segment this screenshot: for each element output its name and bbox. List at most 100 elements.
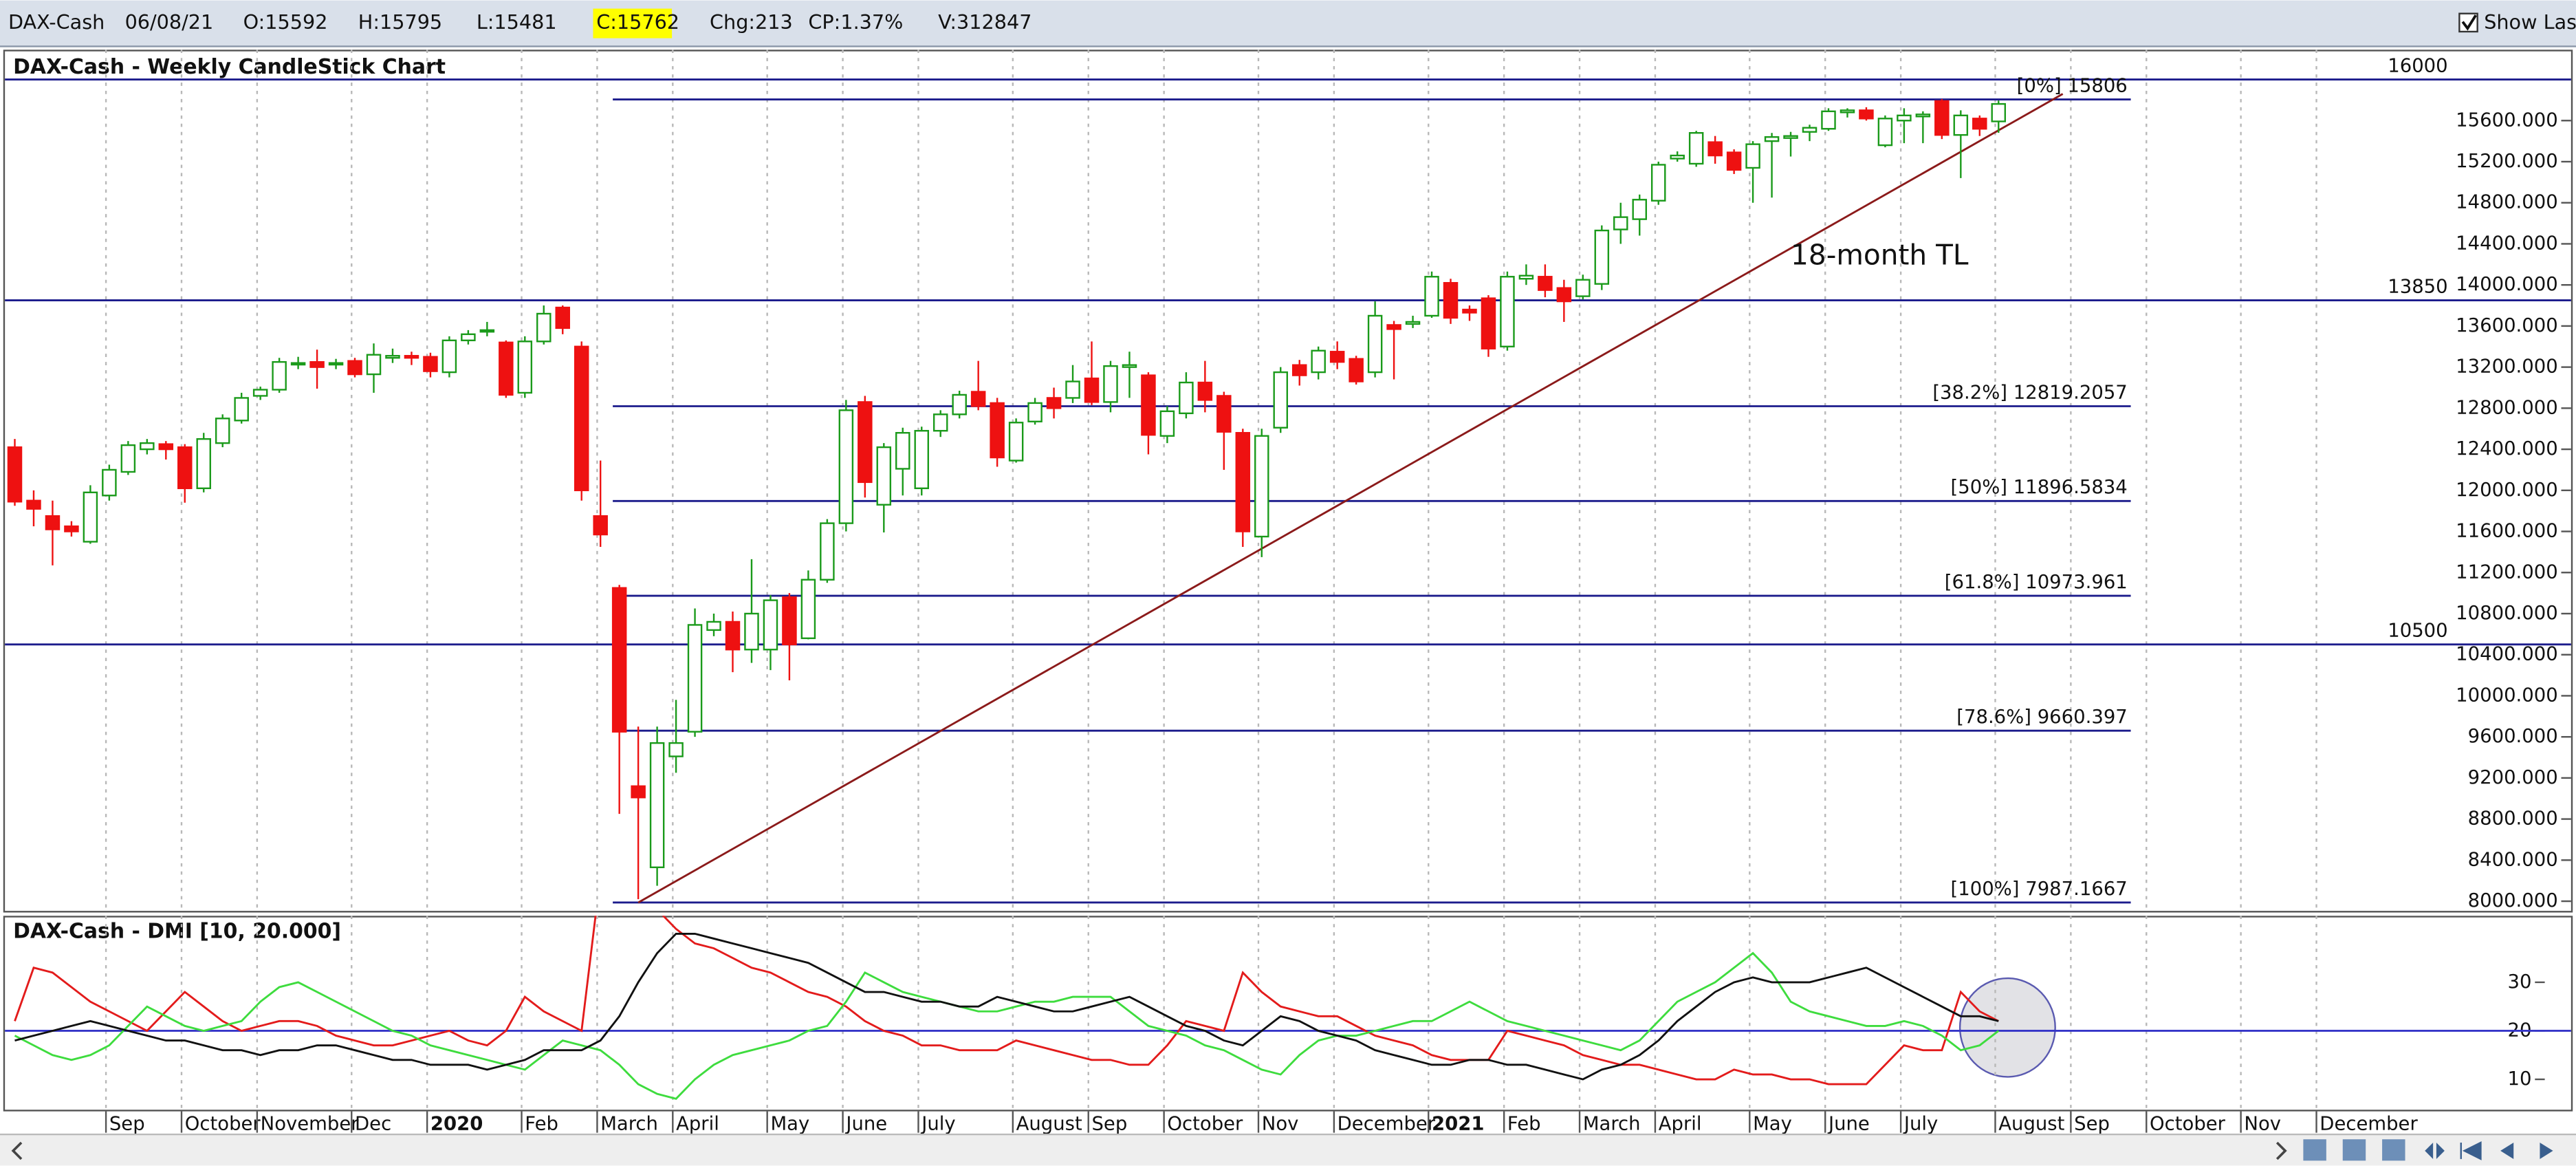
- candle-body: [1254, 435, 1269, 538]
- candle-body: [1065, 380, 1080, 399]
- x-tick-label: June: [1827, 1114, 1870, 1135]
- candle-body: [499, 341, 514, 396]
- candle-body: [234, 397, 249, 422]
- y-tick-label: 10000.000: [2456, 684, 2558, 706]
- candle-body: [309, 360, 325, 368]
- x-tick-label: 2020: [430, 1114, 483, 1135]
- candle-body: [1084, 377, 1100, 403]
- y-tick-label: 10800.000: [2456, 603, 2558, 624]
- fib-label: [78.6%] 9660.397: [1956, 706, 2128, 728]
- candle-body: [517, 341, 533, 394]
- candle-body: [1688, 132, 1704, 165]
- x-tick-label: November: [261, 1114, 360, 1135]
- candle-body: [574, 345, 589, 492]
- x-tick-label: August: [1998, 1114, 2064, 1135]
- candle-body: [1500, 276, 1515, 347]
- candle-body: [1046, 397, 1062, 409]
- candle-body: [1538, 276, 1553, 291]
- candle-body: [479, 329, 495, 333]
- candle-body: [252, 389, 268, 397]
- candle-body: [64, 525, 79, 532]
- candle-body: [820, 522, 835, 581]
- candle-body: [1877, 118, 1893, 147]
- candle-body: [1670, 154, 1685, 160]
- toolbar-button[interactable]: [2540, 1142, 2553, 1159]
- y-tick-label: 14000.000: [2456, 274, 2558, 295]
- scroll-right[interactable]: [2275, 1141, 2287, 1160]
- candle-body: [328, 362, 344, 366]
- candle-body: [1953, 114, 1969, 136]
- low: L:15481: [477, 10, 557, 34]
- dmi-line: [14, 951, 2000, 1100]
- candle-body: [177, 446, 193, 490]
- x-tick-label: April: [1659, 1114, 1702, 1135]
- fib-label: [100%] 7987.1667: [1951, 878, 2128, 900]
- candle-body: [1934, 100, 1950, 136]
- candle-body: [1141, 374, 1156, 436]
- candle-body: [1556, 287, 1572, 303]
- candle-body: [1122, 364, 1137, 368]
- candle-body: [1594, 229, 1610, 285]
- x-tick-label: April: [676, 1114, 719, 1135]
- toolbar-button[interactable]: [2500, 1142, 2514, 1159]
- candle-body: [593, 515, 608, 536]
- level-label: 16000: [2388, 55, 2447, 76]
- candle-body: [1802, 127, 1818, 133]
- y-tick-label: 12800.000: [2456, 397, 2558, 418]
- x-tick-label: March: [1583, 1114, 1641, 1135]
- x-tick-label: Sep: [1092, 1114, 1128, 1135]
- price-panel: [3, 50, 2573, 913]
- candle-body: [687, 624, 703, 733]
- dmi-line: [14, 916, 1999, 1086]
- y-tick-label: 9600.000: [2468, 726, 2558, 747]
- trendline: [637, 93, 2064, 904]
- y-tick-label: 11600.000: [2456, 521, 2558, 542]
- y-tick-label: 13600.000: [2456, 315, 2558, 336]
- candle-body: [1311, 349, 1326, 374]
- fib-label: [50%] 11896.5834: [1951, 477, 2128, 498]
- candle-body: [800, 579, 816, 640]
- y-tick-label: 13200.000: [2456, 356, 2558, 378]
- x-tick-label: August: [1016, 1114, 1082, 1135]
- level-label: 10500: [2388, 620, 2447, 642]
- candle-body: [423, 356, 438, 372]
- x-tick-label: December: [2320, 1114, 2418, 1135]
- show-last-label[interactable]: Show Last: [2484, 10, 2576, 34]
- candle-body: [1764, 136, 1780, 142]
- candle-body: [1745, 143, 1760, 169]
- toolbar-button[interactable]: [2425, 1142, 2445, 1159]
- toolbar-button[interactable]: [2382, 1139, 2405, 1161]
- x-tick-label: May: [1753, 1114, 1792, 1135]
- scroll-left[interactable]: [11, 1141, 23, 1160]
- toolbar-button[interactable]: [2342, 1139, 2366, 1161]
- candle-body: [1650, 164, 1666, 202]
- candle-body: [45, 515, 61, 530]
- candle-body: [1707, 141, 1723, 157]
- toolbar-button[interactable]: [2460, 1141, 2482, 1160]
- candle-body: [1915, 114, 1931, 118]
- x-tick-label: June: [844, 1114, 887, 1135]
- candle-body: [347, 360, 362, 376]
- toolbar-button[interactable]: [2303, 1139, 2326, 1161]
- candle-body: [1405, 321, 1421, 325]
- y-tick-label: 8800.000: [2468, 808, 2558, 830]
- candle-body: [1897, 114, 1912, 122]
- candle-body: [1424, 276, 1439, 317]
- y-tick-label: 9200.000: [2468, 767, 2558, 788]
- candle-body: [1462, 308, 1477, 314]
- close: C:15762: [596, 10, 679, 34]
- candle-body: [404, 355, 419, 359]
- candle-body: [215, 418, 230, 444]
- candle-body: [290, 362, 306, 366]
- open: O:15592: [243, 10, 328, 34]
- x-tick-label: May: [770, 1114, 809, 1135]
- y-tick-label: 12400.000: [2456, 438, 2558, 460]
- candle-body: [725, 620, 741, 651]
- candle-body: [858, 401, 873, 484]
- candle-body: [952, 393, 967, 415]
- change-percent: CP:1.37%: [808, 10, 903, 34]
- candle-body: [876, 446, 892, 506]
- candle-body: [744, 612, 759, 651]
